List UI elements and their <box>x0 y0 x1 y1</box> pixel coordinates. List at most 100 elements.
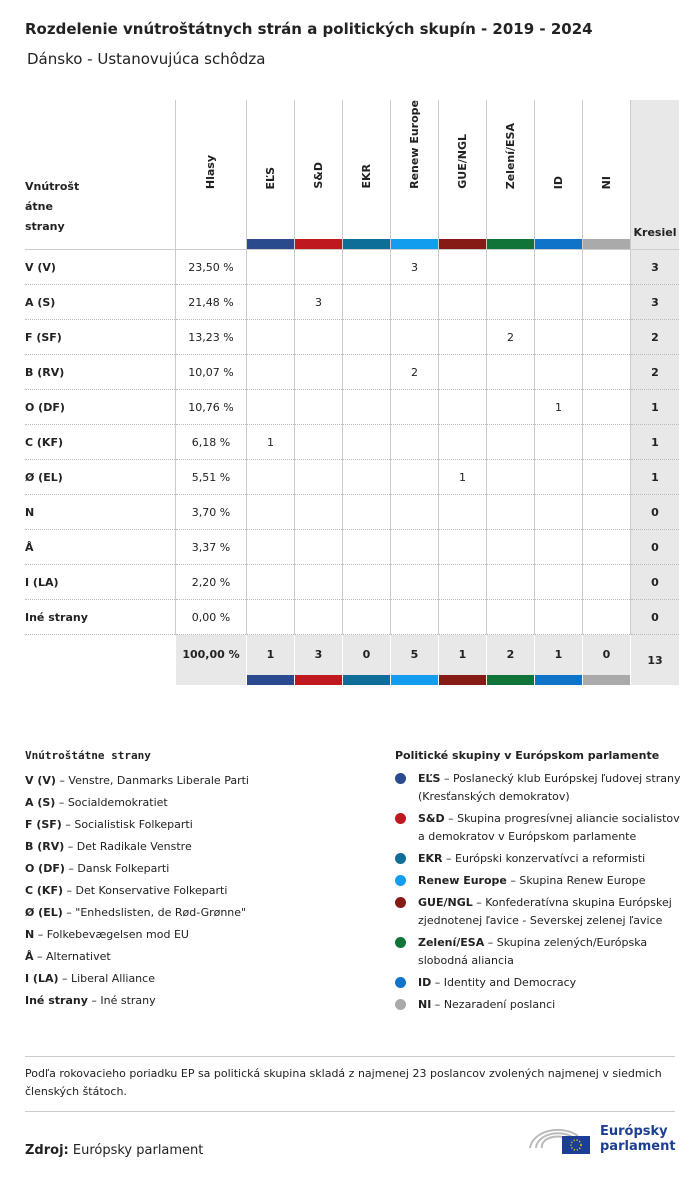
party-header-text: Vnútrošt átne strany <box>25 180 80 233</box>
table-row: N 3,70 % 0 <box>25 494 679 530</box>
group-seats-cell <box>342 389 391 425</box>
table-row: I (LA) 2,20 % 0 <box>25 564 679 600</box>
group-total-cell: 0 <box>582 634 631 685</box>
table-row: V (V) 23,50 % 3 3 <box>25 249 679 285</box>
group-color-bar <box>487 239 534 249</box>
group-header-text: EKR <box>359 164 373 189</box>
parliament-logo-icon <box>529 1128 590 1154</box>
group-legend-item: EKR – Európski konzervatívci a reformist… <box>395 850 685 868</box>
groups-legend-heading: Politické skupiny v Európskom parlamente <box>395 749 660 762</box>
total-votes-text: 100,00 % <box>182 647 240 661</box>
legend-name: Dansk Folkeparti <box>77 862 170 875</box>
table-row: C (KF) 6,18 % 1 1 <box>25 424 679 460</box>
national-legend-item: N – Folkebevægelsen mod EU <box>25 928 189 941</box>
group-total-cell: 0 <box>342 634 391 685</box>
group-color-dot-icon <box>395 999 406 1010</box>
party-cell: B (RV) <box>25 354 176 390</box>
group-color-bar <box>439 675 486 685</box>
group-seats-cell <box>246 599 295 635</box>
group-seats-cell <box>246 459 295 495</box>
group-legend-item: GUE/NGL – Konfederatívna skupina Európsk… <box>395 894 685 930</box>
votes-cell: 13,23 % <box>175 319 247 355</box>
group-color-dot-icon <box>395 813 406 824</box>
legend-abbr: O (DF) <box>25 862 65 875</box>
group-seats-cell <box>438 354 487 390</box>
group-seats-cell <box>534 354 583 390</box>
group-seats-cell <box>294 599 343 635</box>
group-legend-item: NI – Nezaradení poslanci <box>395 996 685 1014</box>
group-header-text: Zelení/ESA <box>503 122 517 189</box>
group-seats-cell <box>342 249 391 285</box>
national-legend-item: F (SF) – Socialistisk Folkeparti <box>25 818 193 831</box>
legend-name: Poslanecký klub Európskej ľudovej strany… <box>418 772 681 803</box>
group-seats-cell <box>390 564 439 600</box>
blank-cell <box>25 634 176 685</box>
legend-abbr: V (V) <box>25 774 56 787</box>
seat-distribution-table: Vnútrošt átne strany Hlasy EĽS S&D EKR Rene… <box>25 100 679 685</box>
group-seats-cell <box>294 249 343 285</box>
national-legend-item: Iné strany – Iné strany <box>25 994 156 1007</box>
political-groups-legend: Politické skupiny v Európskom parlamente… <box>395 745 685 1018</box>
group-seats-cell <box>486 459 535 495</box>
group-seats-cell <box>390 599 439 635</box>
legend-abbr: Å <box>25 950 34 963</box>
group-seats-cell <box>582 319 631 355</box>
ep-logo: Európsky parlament <box>528 1122 676 1156</box>
group-seats-cell <box>534 529 583 565</box>
group-seats-cell <box>438 494 487 530</box>
party-cell: V (V) <box>25 249 176 285</box>
group-seats-cell <box>246 319 295 355</box>
group-seats-cell <box>390 529 439 565</box>
table-row: Iné strany 0,00 % 0 <box>25 599 679 635</box>
group-seats-cell <box>294 389 343 425</box>
group-seats-cell <box>534 494 583 530</box>
group-column-header: NI <box>582 100 631 250</box>
legend-abbr: NI <box>418 998 432 1011</box>
legend-abbr: EĽS <box>418 772 441 785</box>
group-color-dot-icon <box>395 897 406 908</box>
group-seats-cell <box>582 249 631 285</box>
group-seats-cell <box>486 249 535 285</box>
legend-abbr: B (RV) <box>25 840 65 853</box>
group-seats-cell <box>582 284 631 320</box>
group-seats-cell <box>246 249 295 285</box>
source-label: Zdroj: <box>25 1143 69 1158</box>
group-seats-cell <box>294 494 343 530</box>
total-seats-cell: 1 <box>630 459 679 495</box>
group-seats-cell <box>246 494 295 530</box>
group-color-dot-icon <box>395 937 406 948</box>
legend-name: Socialistisk Folkeparti <box>74 818 193 831</box>
group-color-dot-icon <box>395 977 406 988</box>
legend-name: "Enhedslisten, de Rød-Grønne" <box>75 906 247 919</box>
group-seats-cell: 2 <box>390 354 439 390</box>
table-row: Ø (EL) 5,51 % 1 1 <box>25 459 679 495</box>
group-total-text: 1 <box>266 647 275 661</box>
group-legend-item: ID – Identity and Democracy <box>395 974 685 992</box>
group-color-bar <box>247 239 294 249</box>
party-cell: A (S) <box>25 284 176 320</box>
group-color-bar <box>487 675 534 685</box>
group-seats-cell <box>438 319 487 355</box>
national-legend-item: C (KF) – Det Konservative Folkeparti <box>25 884 228 897</box>
group-seats-cell: 1 <box>534 389 583 425</box>
group-seats-cell <box>534 459 583 495</box>
group-seats-cell: 1 <box>246 424 295 460</box>
group-column-header: GUE/NGL <box>438 100 487 250</box>
legend-name: Det Radikale Venstre <box>76 840 192 853</box>
group-seats-cell <box>342 424 391 460</box>
legend-abbr: C (KF) <box>25 884 63 897</box>
legend-name: Venstre, Danmarks Liberale Parti <box>68 774 249 787</box>
group-seats-cell <box>246 354 295 390</box>
group-total-cell: 1 <box>246 634 295 685</box>
group-seats-cell <box>246 529 295 565</box>
total-seats-cell: 2 <box>630 354 679 390</box>
group-color-bar <box>583 239 630 249</box>
group-legend-item: Renew Europe – Skupina Renew Europe <box>395 872 685 890</box>
legend-abbr: Iné strany <box>25 994 88 1007</box>
group-header-text: GUE/NGL <box>455 134 469 189</box>
legend-abbr: A (S) <box>25 796 56 809</box>
group-seats-cell <box>582 424 631 460</box>
group-header-text: NI <box>599 175 613 189</box>
legend-abbr: Ø (EL) <box>25 906 63 919</box>
legend-name: Iné strany <box>100 994 156 1007</box>
